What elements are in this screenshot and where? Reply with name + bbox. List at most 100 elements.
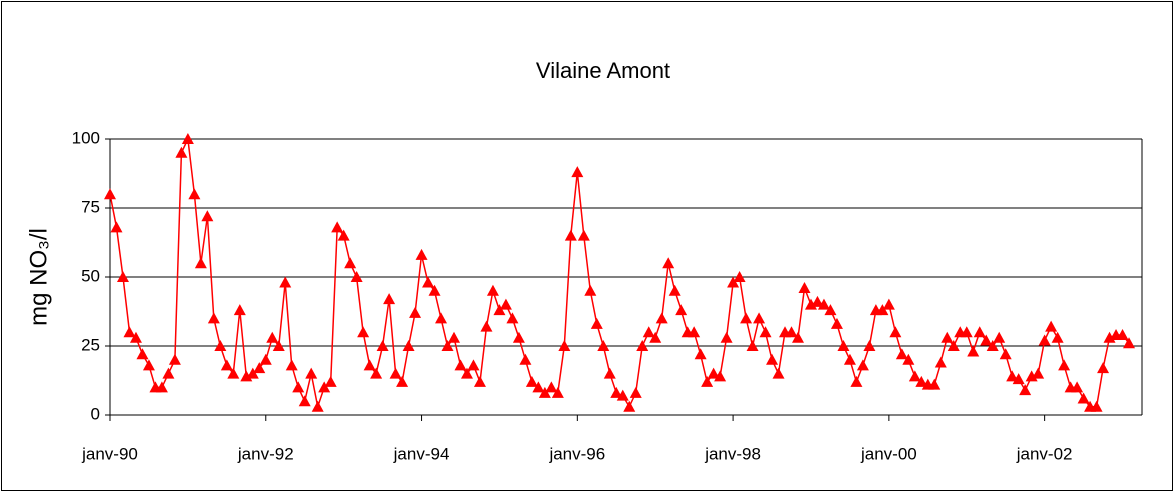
point-marker [266,331,279,343]
point-marker [733,271,746,282]
point-marker [480,320,493,332]
point-marker [941,331,954,343]
point-marker [155,381,168,393]
point-marker [279,276,292,288]
point-marker [473,375,486,387]
y-tick-label: 25 [81,335,100,354]
point-marker [181,133,194,144]
point-marker [727,276,740,288]
point-marker [272,340,285,351]
point-marker [837,340,850,351]
point-marker [136,348,149,360]
point-marker [701,375,714,387]
point-marker [104,188,116,200]
point-marker [344,257,357,269]
point-marker [525,375,538,387]
point-marker [337,229,350,241]
point-marker [928,378,941,390]
point-marker [227,367,240,379]
point-marker [1116,328,1129,340]
point-marker [792,331,804,343]
point-marker [493,304,506,316]
point-marker [292,381,305,393]
point-marker [285,359,298,371]
point-marker [694,348,707,360]
point-marker [402,340,415,351]
point-marker [110,221,123,233]
point-marker [636,340,649,351]
point-marker [311,400,324,412]
point-marker [649,331,662,343]
point-marker [519,353,532,365]
point-marker [934,356,947,368]
point-marker [1103,331,1116,343]
point-marker [1012,373,1025,385]
point-marker [558,340,571,351]
point-marker [1090,400,1103,412]
point-marker [830,317,843,329]
point-marker [415,248,428,260]
point-marker [376,340,389,351]
point-marker [324,375,337,387]
point-marker [1051,331,1064,343]
point-marker [999,348,1012,360]
point-marker [538,386,551,398]
point-marker [688,326,701,338]
point-marker [467,359,480,371]
point-marker [876,304,889,316]
point-marker [960,326,973,338]
point-marker [1025,370,1038,382]
point-marker [973,326,986,338]
point-marker [116,271,129,282]
point-marker [441,340,454,351]
point-marker [967,345,980,357]
point-marker [785,326,798,338]
point-marker [882,298,895,310]
point-marker [448,331,460,343]
y-tick-label: 75 [81,197,100,216]
point-marker [584,284,597,296]
point-marker [623,400,636,412]
point-marker [259,353,272,365]
point-marker [396,375,409,387]
point-marker [610,386,623,398]
point-marker [207,312,220,324]
y-tick-label: 50 [81,266,100,285]
point-marker [766,353,779,365]
point-marker [298,395,311,407]
point-marker [668,284,681,296]
point-marker [175,146,188,158]
y-axis-label: mg NO₃/l [25,228,52,326]
point-marker [486,284,499,296]
point-marker [993,331,1006,343]
point-marker [357,326,370,338]
point-marker [856,359,869,371]
x-tick-label: janv-94 [393,444,450,463]
point-marker [571,166,584,178]
point-marker [551,386,564,398]
point-marker [616,389,629,401]
point-marker [389,367,402,379]
point-marker [908,370,921,382]
point-marker [201,210,214,222]
point-marker [499,298,512,310]
point-marker [714,370,727,382]
point-marker [318,381,331,393]
point-marker [1123,337,1136,349]
point-marker [597,340,610,351]
point-marker [363,359,376,371]
x-tick-label: janv-02 [1016,444,1073,463]
point-marker [370,367,383,379]
y-tick-label: 100 [72,128,100,147]
point-marker [331,221,344,233]
point-marker [811,295,824,307]
point-marker [532,381,545,393]
point-marker [1045,320,1058,332]
point-marker [902,353,915,365]
point-marker [188,188,201,200]
x-tick-label: janv-90 [81,444,138,463]
x-tick-label: janv-96 [548,444,605,463]
point-marker [655,312,668,324]
point-marker [233,304,246,316]
